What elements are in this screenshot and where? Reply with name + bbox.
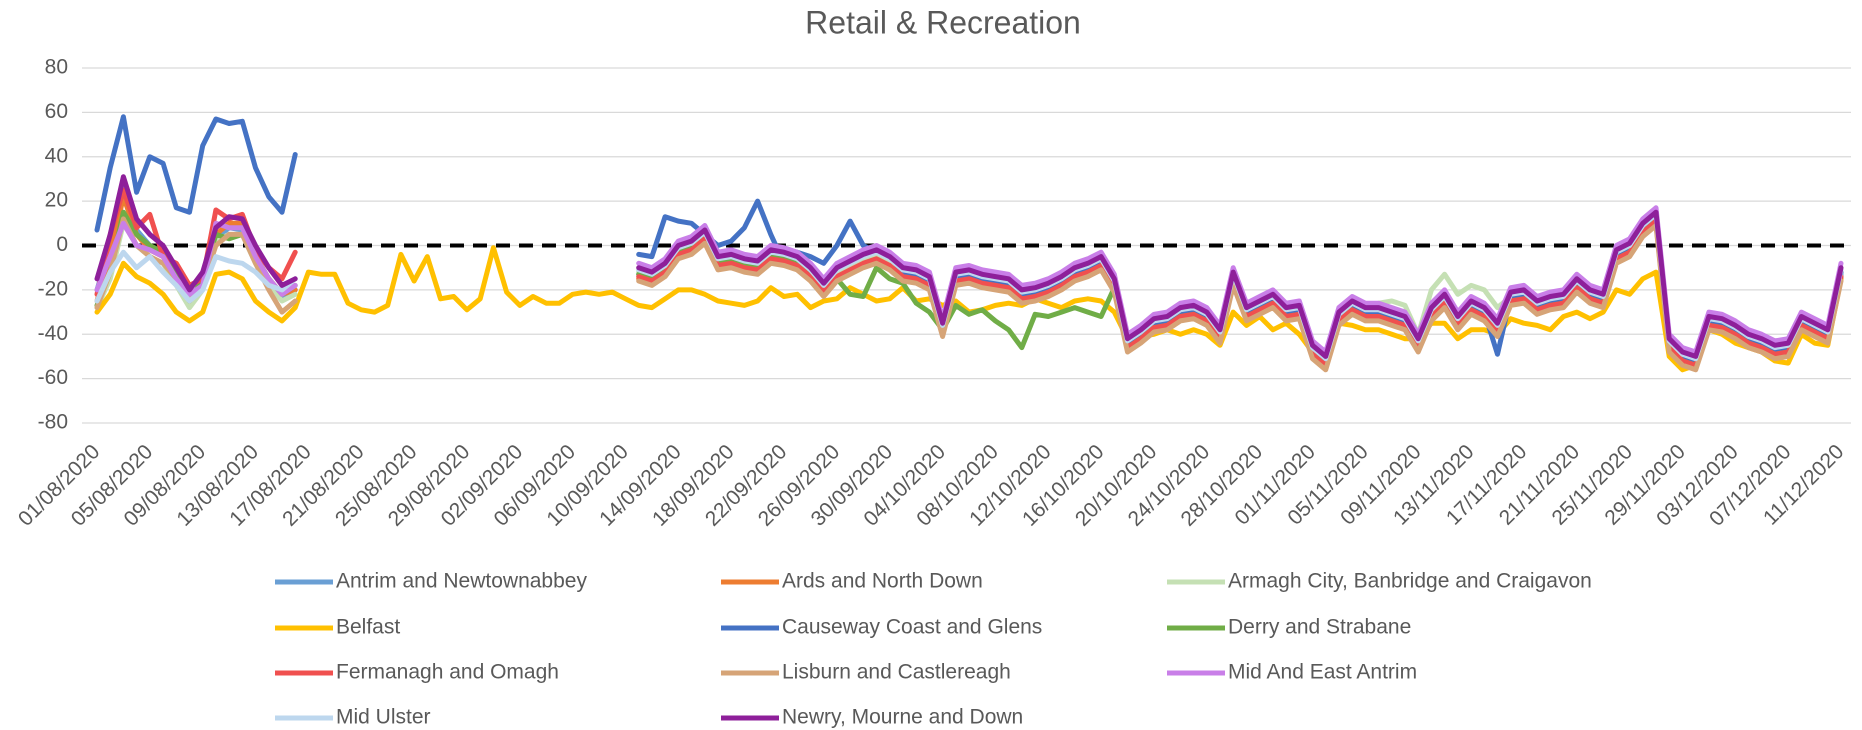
legend-label: Antrim and Newtownabbey [336, 570, 587, 593]
legend-label: Causeway Coast and Glens [782, 616, 1042, 639]
legend-label: Armagh City, Banbridge and Craigavon [1228, 570, 1592, 593]
chart-title: Retail & Recreation [805, 4, 1081, 40]
series-line [94, 174, 1844, 359]
legend-label: Mid Ulster [336, 706, 431, 729]
legend-label: Mid And East Antrim [1228, 661, 1417, 684]
y-tick-label: -80 [38, 411, 68, 434]
y-tick-label: -40 [38, 322, 68, 345]
legend-label: Newry, Mourne and Down [782, 706, 1023, 729]
y-tick-label: 60 [45, 100, 68, 123]
y-tick-label: 0 [56, 233, 68, 256]
legend-label: Belfast [336, 616, 400, 639]
y-tick-label: 40 [45, 144, 68, 167]
series-line [94, 216, 1844, 373]
legend-label: Lisburn and Castlereagh [782, 661, 1011, 684]
y-tick-label: 20 [45, 189, 68, 212]
legend-label: Fermanagh and Omagh [336, 661, 559, 684]
series-line [94, 114, 1844, 364]
legend-label: Derry and Strabane [1228, 616, 1411, 639]
legend-label: Ards and North Down [782, 570, 983, 593]
y-tick-label: -20 [38, 277, 68, 300]
y-tick-label: -60 [38, 366, 68, 389]
y-tick-label: 80 [45, 56, 68, 79]
